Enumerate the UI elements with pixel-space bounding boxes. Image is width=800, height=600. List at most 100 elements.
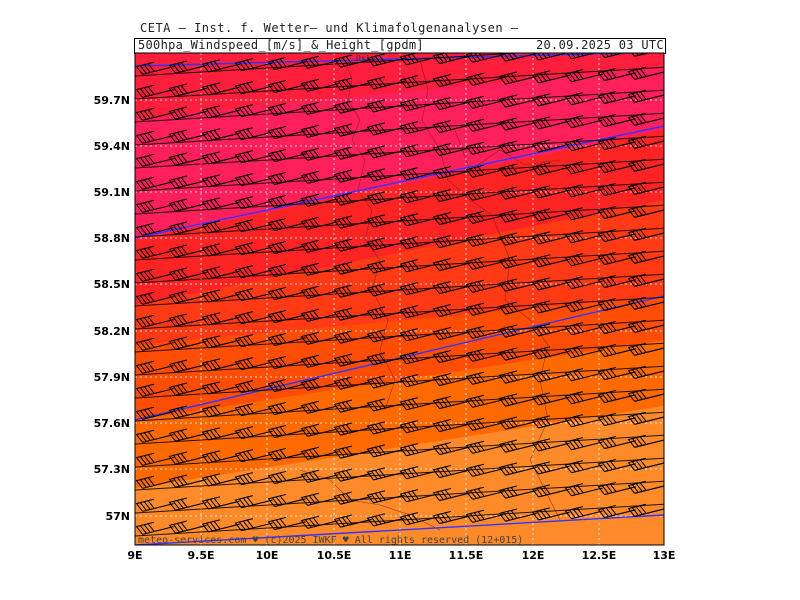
wind-barb	[135, 452, 174, 466]
wind-barb	[168, 83, 207, 97]
wind-barb	[366, 490, 405, 504]
longitude-label: 10E	[256, 549, 279, 562]
wind-barb	[333, 376, 372, 390]
wind-barb	[564, 230, 603, 244]
wind-barb	[168, 244, 207, 258]
wind-barb	[498, 462, 537, 476]
wind-barb	[201, 519, 240, 533]
wind-barb	[267, 263, 306, 278]
wind-barb	[234, 219, 273, 233]
wind-barb	[465, 164, 504, 178]
wind-barb	[168, 152, 207, 166]
wind-barb	[333, 261, 372, 275]
wind-barb	[201, 197, 240, 211]
wind-barb	[432, 418, 471, 433]
wind-barb	[135, 429, 174, 443]
wind-barb	[531, 93, 570, 107]
wind-row-line	[135, 342, 664, 376]
wind-barb	[333, 54, 372, 68]
wind-barb	[267, 56, 306, 71]
wind-barb	[627, 66, 664, 80]
wind-barb	[432, 73, 471, 88]
wind-barb	[267, 309, 306, 324]
city-label-oslo: Oslo	[356, 54, 375, 63]
wind-barb	[465, 440, 504, 454]
wind-barb	[465, 187, 504, 201]
wind-barb	[135, 153, 174, 167]
longitude-label: 9E	[127, 549, 142, 562]
grid-lines	[135, 53, 664, 545]
wind-barb	[135, 84, 174, 98]
wind-barb	[399, 374, 438, 388]
wind-barb	[465, 371, 504, 385]
wind-barb	[366, 398, 405, 412]
wind-barb	[564, 69, 603, 83]
wind-barb	[366, 283, 405, 297]
wind-barb	[498, 278, 537, 292]
wind-row-line	[135, 227, 664, 261]
wind-barb	[366, 352, 405, 366]
wind-barb	[465, 141, 504, 155]
wind-barb	[234, 173, 273, 187]
wind-barb	[366, 191, 405, 205]
wind-barb	[135, 199, 174, 213]
wind-barb	[399, 282, 438, 296]
latitude-label: 59.4N	[94, 140, 130, 153]
wind-barb	[432, 303, 471, 318]
wind-row-line	[135, 480, 664, 514]
wind-barb	[168, 129, 207, 143]
wind-barb	[168, 382, 207, 396]
wind-barb	[465, 118, 504, 132]
wind-barb	[432, 165, 471, 180]
longitude-label: 10.5E	[317, 549, 352, 562]
latitude-label: 58.8N	[94, 232, 130, 245]
wind-barb	[432, 188, 471, 203]
wind-barb	[432, 441, 471, 456]
wind-row-line	[135, 411, 664, 445]
wind-barb	[267, 171, 306, 186]
wind-barb	[168, 267, 207, 281]
wind-barb	[168, 60, 207, 74]
latitude-label: 59.7N	[94, 94, 130, 107]
wind-barb	[498, 94, 537, 108]
wind-barb	[333, 169, 372, 183]
wind-barb	[465, 53, 504, 63]
wind-barb	[432, 395, 471, 410]
latitude-label: 58.5N	[94, 278, 130, 291]
wind-barb	[465, 233, 504, 247]
wind-barb	[465, 256, 504, 270]
wind-barb	[531, 369, 570, 383]
wind-barb	[201, 151, 240, 165]
wind-barb	[531, 392, 570, 406]
wind-barb	[498, 186, 537, 200]
wind-barb	[498, 324, 537, 338]
wind-barb	[201, 335, 240, 349]
wind-barb	[135, 268, 174, 282]
wind-barb	[201, 404, 240, 418]
wind-barb	[465, 302, 504, 316]
wind-barb	[135, 222, 174, 236]
plot-frame	[134, 52, 665, 546]
wind-barb	[498, 71, 537, 85]
longitude-label: 11E	[389, 549, 412, 562]
wind-barb	[432, 510, 471, 525]
wind-barb	[135, 61, 174, 75]
wind-barb	[465, 486, 504, 500]
wind-barb	[333, 146, 372, 160]
longitude-label: 9.5E	[187, 549, 214, 562]
height-contour	[135, 514, 664, 545]
wind-barb	[498, 301, 537, 315]
wind-barb	[168, 336, 207, 350]
wind-barb	[432, 96, 471, 111]
map-title: CETA – Inst. f. Wetter– und Klimafolgena…	[140, 21, 519, 35]
wind-barb	[399, 190, 438, 204]
longitude-label: 12.5E	[582, 549, 617, 562]
wind-barb	[498, 439, 537, 453]
wind-barb	[135, 245, 174, 259]
wind-barb	[267, 286, 306, 301]
wind-barb	[201, 128, 240, 142]
latitude-label: 58.2N	[94, 325, 130, 338]
wind-barb	[201, 266, 240, 280]
wind-barb	[465, 279, 504, 293]
wind-barb	[234, 288, 273, 302]
